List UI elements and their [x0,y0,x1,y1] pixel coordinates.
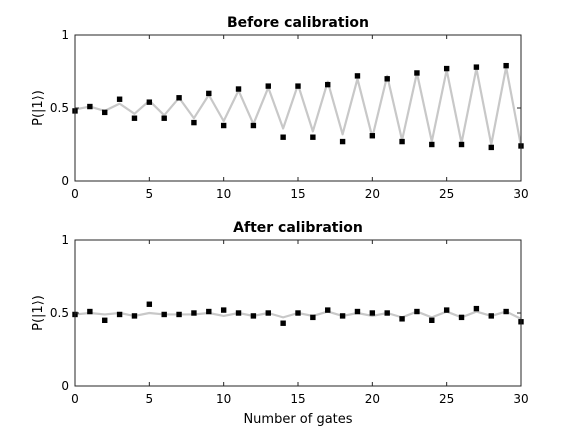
data-point [161,115,167,121]
data-point [220,307,227,313]
data-point [473,64,480,70]
data-point [116,96,123,102]
data-point [265,83,271,89]
x-tick-label: 0 [71,187,79,201]
data-point [369,133,376,139]
x-tick-label: 25 [439,392,454,406]
data-point [87,308,93,315]
data-point [280,320,286,326]
y-tick-label: 0.5 [50,306,69,320]
y-tick-label: 1 [61,28,69,42]
chart-panel-2: 0 5 10 15 20 25 30 0 0.5 1 After calibration P(|1⟩)… [31,220,529,427]
x-tick-label: 5 [146,392,154,406]
x-tick-label: 20 [365,187,380,201]
data-point [206,90,212,97]
data-point [102,317,108,323]
y-tick-label: 0 [61,174,69,188]
x-axis-label: Number of gates [243,412,352,427]
y-tick-label: 0 [61,379,69,393]
data-point [146,99,153,105]
data-point [399,138,405,145]
x-tick-label: 30 [513,392,528,406]
data-point [354,308,361,315]
data-point [250,122,257,129]
data-point [310,314,316,321]
y-tick-label: 1 [61,233,69,247]
data-point [488,313,494,319]
data-point [116,311,123,318]
data-point [295,83,301,89]
data-point [325,307,331,313]
data-point [87,103,93,110]
data-point [220,122,227,129]
x-tick-label: 30 [513,187,528,201]
data-point [235,86,242,92]
data-point [503,308,509,315]
data-point [206,308,212,315]
data-point [384,76,390,82]
data-point [265,310,271,316]
data-point [191,310,197,316]
data-point [250,313,257,319]
data-point [369,310,376,316]
data-point [176,311,182,318]
data-point [429,141,435,148]
data-point [161,311,167,318]
data-point [176,95,182,101]
data-point [146,301,153,307]
data-point [384,310,390,316]
data-point [354,73,361,79]
data-point [399,316,405,322]
chart-panel-1: 0 5 10 15 20 25 30 0 0.5 1 Before calibration P(|1⟩… [31,15,529,201]
y-axis-label: P(|1⟩) [31,295,46,331]
x-tick-label: 20 [365,392,380,406]
data-point [488,144,494,151]
data-point [503,62,509,69]
x-tick-label: 5 [146,187,154,201]
x-tick-label: 25 [439,187,454,201]
data-point [131,313,138,319]
data-point [473,305,480,312]
data-point [310,134,316,140]
data-point [414,308,420,315]
data-point [295,310,301,316]
chart-title: After calibration [233,220,363,236]
data-point [191,119,197,126]
data-point [339,138,346,145]
x-tick-label: 10 [216,187,231,201]
data-point [235,310,242,316]
data-point [102,109,108,116]
x-tick-label: 0 [71,392,79,406]
data-point [458,141,465,148]
data-point [131,115,138,121]
x-tick-label: 15 [290,392,305,406]
x-tick-label: 10 [216,392,231,406]
data-point [429,317,435,323]
data-point [443,307,450,313]
data-point [339,313,346,319]
data-point [280,134,286,140]
chart-title: Before calibration [227,15,369,31]
data-point [458,314,465,321]
plot-area [75,35,521,181]
data-point [443,65,450,72]
data-point [325,81,331,88]
y-axis-label: P(|1⟩) [31,90,46,126]
x-tick-label: 15 [290,187,305,201]
data-point [414,70,420,76]
y-tick-label: 0.5 [50,101,69,115]
